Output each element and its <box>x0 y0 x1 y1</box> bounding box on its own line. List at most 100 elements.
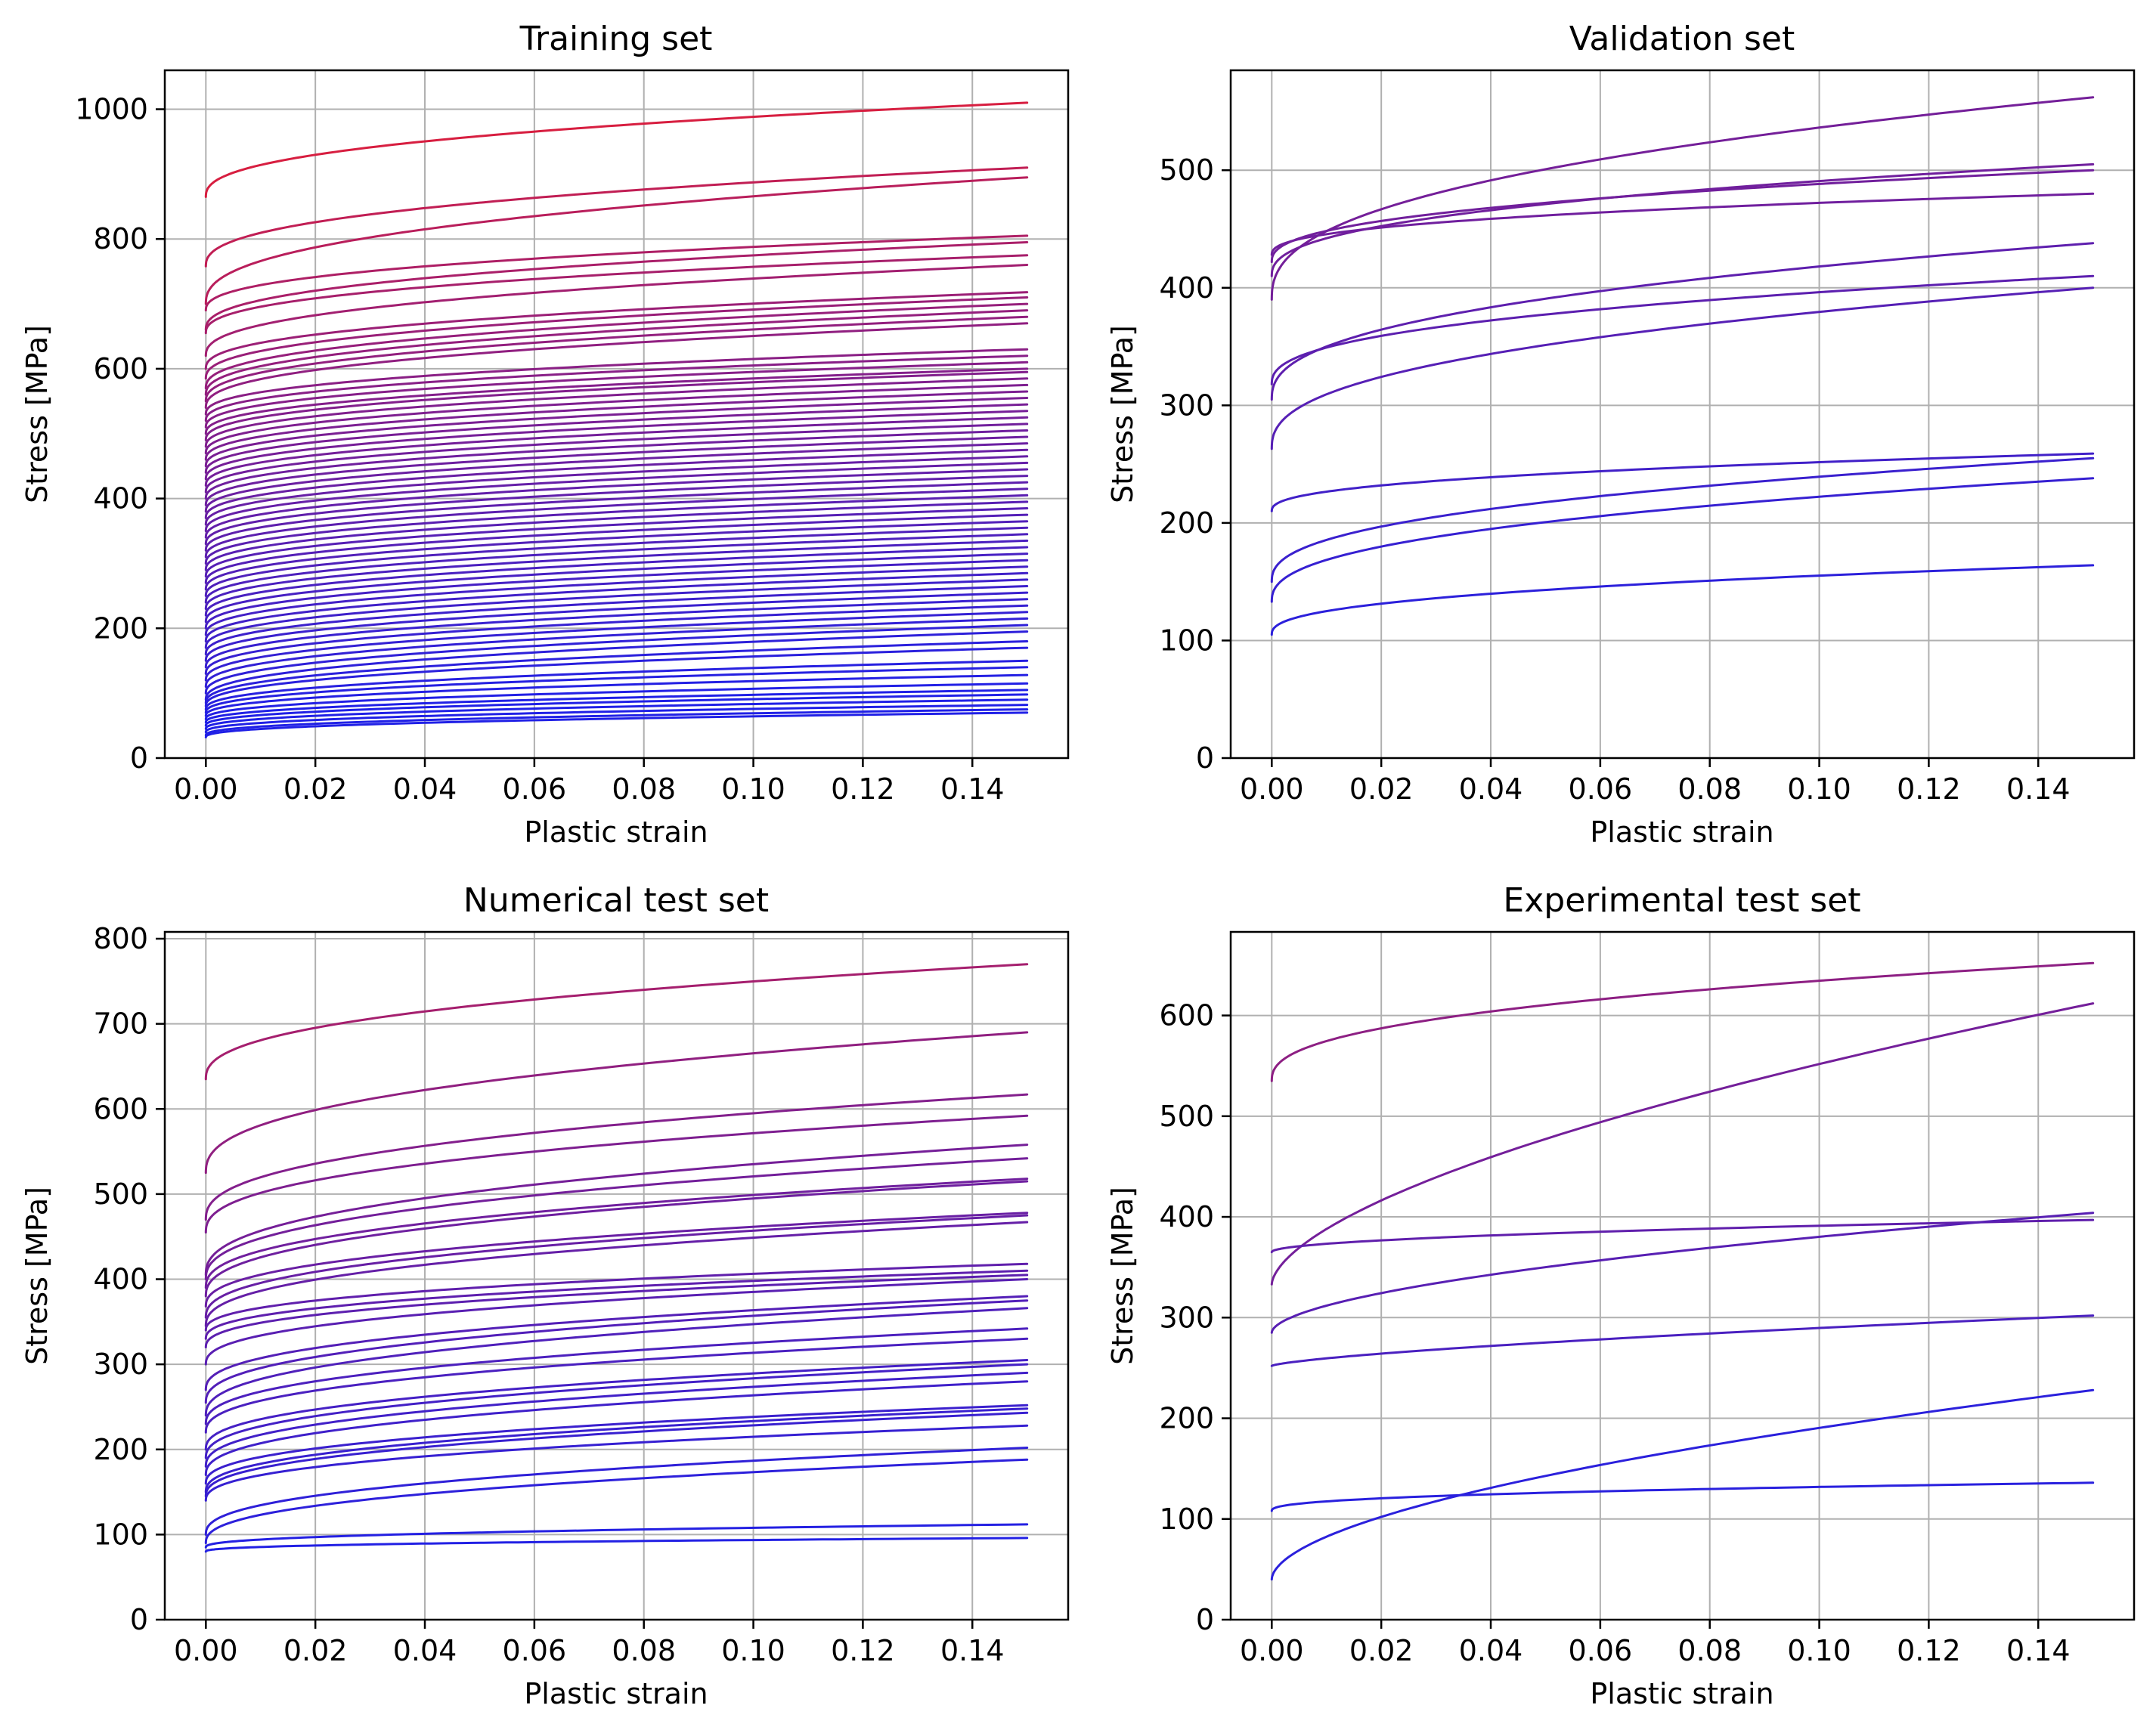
stress-strain-curve <box>204 507 1029 578</box>
x-tick-label: 0.04 <box>1459 1634 1523 1667</box>
stress-strain-curve <box>204 1274 1029 1349</box>
stress-strain-curve <box>1270 1314 2095 1367</box>
stress-strain-curve <box>204 591 1029 662</box>
stress-strain-curve <box>204 520 1029 591</box>
stress-strain-curve <box>204 416 1029 487</box>
stress-strain-curve <box>1270 286 2095 450</box>
x-tick-label: 0.14 <box>2006 1634 2071 1667</box>
stress-strain-curve <box>204 546 1029 617</box>
stress-strain-curve <box>204 315 1029 403</box>
stress-strain-curve <box>204 354 1029 422</box>
stress-strain-curve <box>204 383 1029 454</box>
stress-strain-curve <box>204 646 1029 707</box>
x-axis-label: Plastic strain <box>1590 816 1773 849</box>
x-tick-label: 0.08 <box>612 772 676 806</box>
stress-strain-curve <box>204 513 1029 584</box>
stress-strain-curve <box>204 539 1029 610</box>
stress-strain-curve <box>204 481 1029 552</box>
stress-strain-curve <box>204 429 1029 500</box>
stress-strain-curve <box>1270 162 2095 277</box>
stress-strain-curve <box>204 377 1029 448</box>
stress-strain-curve <box>204 390 1029 461</box>
stress-strain-curve <box>204 1212 1029 1308</box>
stress-strain-curve <box>1270 1212 2095 1334</box>
stress-strain-curve <box>204 1093 1029 1221</box>
y-tick-label: 800 <box>93 922 148 955</box>
stress-strain-curve <box>204 666 1029 714</box>
y-tick-label: 300 <box>1159 1301 1214 1334</box>
y-tick-label: 100 <box>1159 1503 1214 1536</box>
stress-strain-curve <box>204 704 1029 734</box>
stress-strain-curve <box>204 963 1029 1081</box>
y-tick-label: 600 <box>93 1092 148 1125</box>
x-tick-label: 0.12 <box>1897 772 1961 806</box>
x-tick-label: 0.08 <box>1677 772 1742 806</box>
stress-strain-curve <box>204 708 1029 737</box>
stress-strain-curve <box>204 640 1029 704</box>
curve-group <box>204 963 1029 1553</box>
x-tick-label: 0.12 <box>831 1634 895 1667</box>
stress-strain-curve <box>1270 961 2095 1082</box>
stress-strain-curve <box>204 422 1029 494</box>
y-axis-label: Stress [MPa] <box>20 325 54 503</box>
y-tick-label: 600 <box>1159 999 1214 1032</box>
stress-strain-curve <box>204 296 1029 380</box>
stress-strain-curve <box>204 166 1029 268</box>
stress-strain-curve <box>204 1337 1029 1434</box>
plot-frame <box>163 930 1070 1621</box>
stress-strain-curve <box>204 598 1029 669</box>
stress-strain-curve <box>1270 1218 2095 1254</box>
stress-strain-curve <box>1270 274 2095 385</box>
x-axis-label: Plastic strain <box>1590 1677 1773 1710</box>
stress-strain-curve <box>204 176 1029 305</box>
x-axis-label: Plastic strain <box>524 816 708 849</box>
stress-strain-curve <box>204 1114 1029 1234</box>
stress-strain-curve <box>204 1269 1029 1340</box>
stress-strain-curve <box>204 309 1029 396</box>
stress-strain-curve <box>204 552 1029 624</box>
stress-strain-curve <box>204 101 1029 198</box>
y-tick-label: 500 <box>1159 153 1214 187</box>
stress-strain-curve <box>204 475 1029 546</box>
curve-group <box>1270 96 2095 636</box>
stress-strain-curve <box>1270 457 2095 583</box>
x-tick-label: 0.00 <box>1240 772 1304 806</box>
x-tick-label: 0.02 <box>1349 1634 1414 1667</box>
x-tick-label: 0.10 <box>1787 772 1851 806</box>
y-tick-label: 300 <box>93 1348 148 1381</box>
stress-strain-curve <box>204 234 1029 312</box>
x-tick-label: 0.04 <box>1459 772 1523 806</box>
y-tick-label: 500 <box>93 1178 148 1211</box>
y-tick-label: 0 <box>130 741 148 775</box>
stress-strain-curve <box>204 403 1029 474</box>
stress-strain-curve <box>204 302 1029 390</box>
y-tick-label: 800 <box>93 222 148 255</box>
stress-strain-curve <box>204 1221 1029 1327</box>
y-axis-label: Stress [MPa] <box>1106 1187 1139 1365</box>
panel-title: Experimental test set <box>1503 881 1860 920</box>
stress-strain-curve <box>204 578 1029 649</box>
y-tick-label: 400 <box>1159 271 1214 305</box>
stress-strain-curve <box>204 565 1029 636</box>
stress-strain-curve <box>204 1180 1029 1298</box>
stress-strain-curve <box>204 494 1029 565</box>
stress-strain-curve <box>204 1327 1029 1425</box>
stress-strain-curve <box>204 264 1029 357</box>
plot-frame <box>163 69 1070 760</box>
stress-strain-curve <box>204 435 1029 506</box>
stress-strain-curve <box>1270 1481 2095 1512</box>
stress-strain-curve <box>204 673 1029 717</box>
x-tick-label: 0.02 <box>283 1634 348 1667</box>
y-tick-label: 300 <box>1159 388 1214 422</box>
stress-strain-curve <box>204 1144 1029 1277</box>
stress-strain-curve <box>204 500 1029 571</box>
y-axis-label: Stress [MPa] <box>20 1187 54 1365</box>
y-tick-label: 100 <box>1159 624 1214 657</box>
stress-strain-curve <box>204 1295 1029 1391</box>
x-tick-label: 0.14 <box>2006 772 2071 806</box>
stress-strain-curve <box>204 1523 1029 1549</box>
stress-strain-curve <box>204 1278 1029 1366</box>
y-tick-label: 400 <box>93 1263 148 1296</box>
stress-strain-curve <box>204 348 1029 416</box>
panel-numerical-test: Numerical test set Plastic strain Stress… <box>20 881 1070 1710</box>
